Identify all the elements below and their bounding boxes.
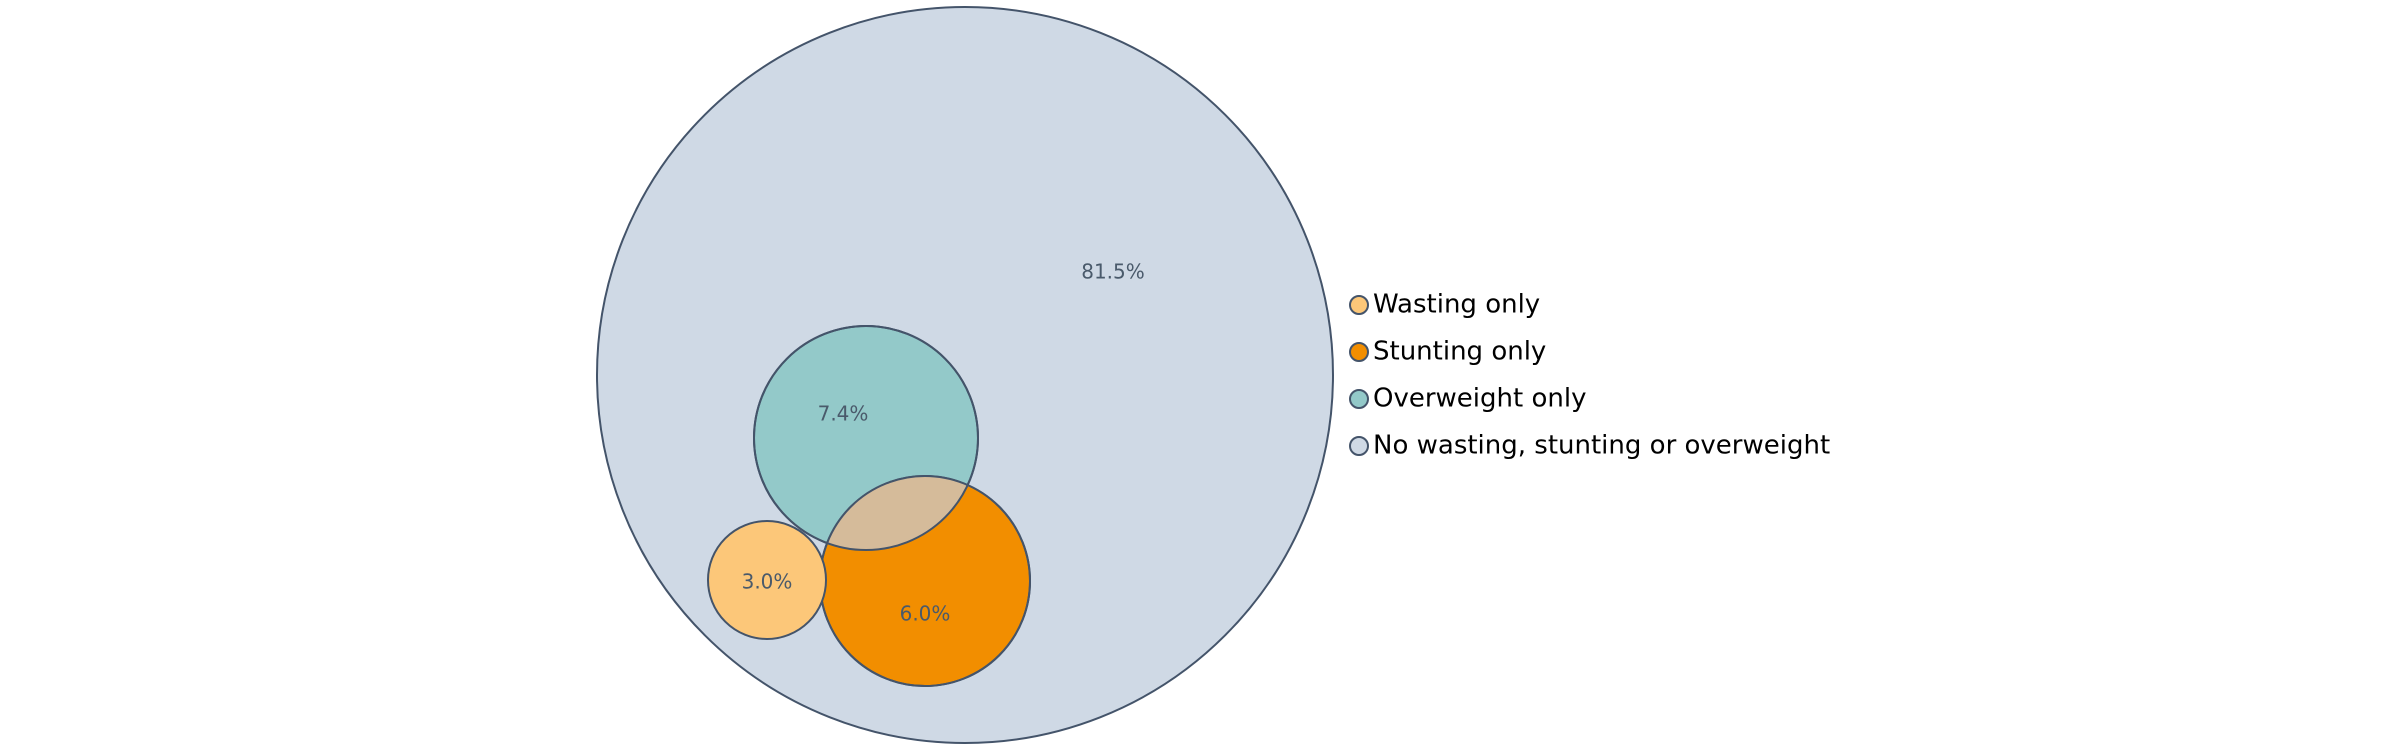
legend-label: No wasting, stunting or overweight <box>1373 431 1830 461</box>
legend-marker <box>1349 389 1369 409</box>
data-label-wasting: 3.0% <box>742 570 793 594</box>
legend: Wasting only Stunting only Overweight only… <box>1349 290 1830 461</box>
venn-labels: 81.5% 7.4% 6.0% 3.0% <box>742 260 1145 626</box>
legend-item: Stunting only <box>1349 337 1546 367</box>
legend-marker <box>1349 436 1369 456</box>
legend-label: Stunting only <box>1373 337 1546 367</box>
legend-item: Overweight only <box>1349 384 1586 414</box>
legend-item: No wasting, stunting or overweight <box>1349 431 1830 461</box>
data-label-overweight: 7.4% <box>818 402 869 426</box>
data-label-stunting: 6.0% <box>900 602 951 626</box>
legend-marker <box>1349 295 1369 315</box>
legend-item: Wasting only <box>1349 290 1540 320</box>
legend-label: Overweight only <box>1373 384 1586 414</box>
legend-label: Wasting only <box>1373 290 1540 320</box>
venn-outline-overweight <box>753 325 979 551</box>
venn-circle-wasting <box>707 520 827 640</box>
venn-circles <box>596 6 1334 744</box>
data-label-none: 81.5% <box>1081 260 1145 284</box>
legend-marker <box>1349 342 1369 362</box>
